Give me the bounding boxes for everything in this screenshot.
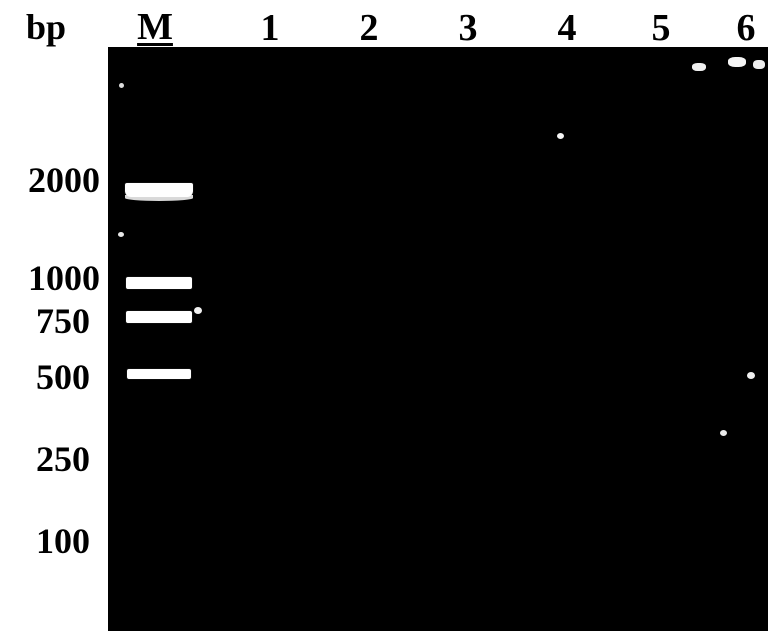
gel-artifact (692, 63, 706, 71)
bp-label-500: 500 (0, 356, 90, 398)
ladder-band-1000 (126, 277, 192, 289)
lane-label-3: 3 (456, 6, 480, 50)
gel-artifact (119, 83, 124, 88)
lane-label-2: 2 (357, 6, 381, 50)
lane-label-6: 6 (734, 6, 758, 50)
ladder-band-2000-smile (125, 195, 193, 201)
bp-label-100: 100 (0, 520, 90, 562)
bp-label-250: 250 (0, 438, 90, 480)
gel-artifact (118, 232, 124, 237)
ladder-band-750 (126, 311, 192, 323)
ladder-band-750-tail-dot (194, 307, 202, 314)
gel-artifact (557, 133, 564, 139)
gel-artifact (720, 430, 727, 436)
bp-label-2000: 2000 (0, 159, 100, 201)
gel-artifact (747, 372, 755, 379)
gel-artifact (728, 57, 746, 67)
ladder-band-500 (127, 369, 191, 379)
lane-label-marker: M (135, 5, 175, 49)
lane-label-4: 4 (555, 6, 579, 50)
gel-artifact (753, 60, 765, 69)
gel-electrophoresis-figure: bp M 1 2 3 4 5 6 2000 1000 750 500 250 1… (0, 0, 778, 643)
axis-unit-label: bp (6, 6, 66, 48)
lane-label-5: 5 (649, 6, 673, 50)
bp-label-750: 750 (0, 300, 90, 342)
gel-image-area (108, 47, 768, 631)
bp-label-1000: 1000 (0, 257, 100, 299)
lane-label-1: 1 (258, 6, 282, 50)
